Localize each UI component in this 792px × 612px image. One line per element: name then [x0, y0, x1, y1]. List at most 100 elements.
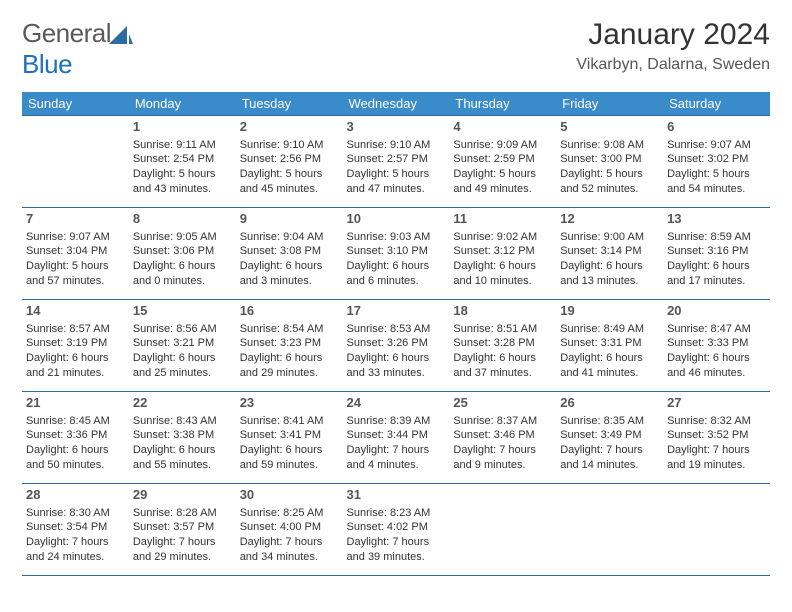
- daylight-text: Daylight: 7 hours and 4 minutes.: [347, 443, 446, 473]
- day-number: 23: [240, 394, 339, 412]
- day-number: 8: [133, 210, 232, 228]
- calendar-cell: 29Sunrise: 8:28 AMSunset: 3:57 PMDayligh…: [129, 484, 236, 576]
- sunrise-text: Sunrise: 9:03 AM: [347, 230, 446, 245]
- calendar-week-row: 1Sunrise: 9:11 AMSunset: 2:54 PMDaylight…: [22, 116, 770, 208]
- calendar-table: SundayMondayTuesdayWednesdayThursdayFrid…: [22, 92, 770, 576]
- sunset-text: Sunset: 3:19 PM: [26, 336, 125, 351]
- day-number: 31: [347, 486, 446, 504]
- sunset-text: Sunset: 3:54 PM: [26, 520, 125, 535]
- daylight-text: Daylight: 5 hours and 52 minutes.: [560, 167, 659, 197]
- sunset-text: Sunset: 2:56 PM: [240, 152, 339, 167]
- daylight-text: Daylight: 6 hours and 41 minutes.: [560, 351, 659, 381]
- sunrise-text: Sunrise: 9:04 AM: [240, 230, 339, 245]
- sunrise-text: Sunrise: 8:51 AM: [453, 322, 552, 337]
- sunset-text: Sunset: 3:16 PM: [667, 244, 766, 259]
- weekday-header: Wednesday: [343, 92, 450, 116]
- daylight-text: Daylight: 6 hours and 29 minutes.: [240, 351, 339, 381]
- sunrise-text: Sunrise: 8:41 AM: [240, 414, 339, 429]
- daylight-text: Daylight: 6 hours and 33 minutes.: [347, 351, 446, 381]
- daylight-text: Daylight: 7 hours and 34 minutes.: [240, 535, 339, 565]
- day-number: 17: [347, 302, 446, 320]
- day-number: 2: [240, 118, 339, 136]
- daylight-text: Daylight: 7 hours and 19 minutes.: [667, 443, 766, 473]
- logo: GeneralBlue: [22, 18, 133, 80]
- daylight-text: Daylight: 6 hours and 37 minutes.: [453, 351, 552, 381]
- calendar-cell: 8Sunrise: 9:05 AMSunset: 3:06 PMDaylight…: [129, 208, 236, 300]
- daylight-text: Daylight: 6 hours and 25 minutes.: [133, 351, 232, 381]
- weekday-header: Tuesday: [236, 92, 343, 116]
- weekday-header: Monday: [129, 92, 236, 116]
- calendar-week-row: 7Sunrise: 9:07 AMSunset: 3:04 PMDaylight…: [22, 208, 770, 300]
- sunrise-text: Sunrise: 8:43 AM: [133, 414, 232, 429]
- sunset-text: Sunset: 3:49 PM: [560, 428, 659, 443]
- sunset-text: Sunset: 3:23 PM: [240, 336, 339, 351]
- calendar-cell: 26 Sunrise: 8:35 AMSunset: 3:49 PMDayligh…: [556, 392, 663, 484]
- daylight-text: Daylight: 5 hours and 45 minutes.: [240, 167, 339, 197]
- sunset-text: Sunset: 3:46 PM: [453, 428, 552, 443]
- sunset-text: Sunset: 3:04 PM: [26, 244, 125, 259]
- sunset-text: Sunset: 3:36 PM: [26, 428, 125, 443]
- day-number: 26: [560, 394, 659, 412]
- calendar-cell: 18Sunrise: 8:51 AMSunset: 3:28 PMDayligh…: [449, 300, 556, 392]
- calendar-cell: 21Sunrise: 8:45 AMSunset: 3:36 PMDayligh…: [22, 392, 129, 484]
- calendar-cell: 30Sunrise: 8:25 AMSunset: 4:00 PMDayligh…: [236, 484, 343, 576]
- sunset-text: Sunset: 3:38 PM: [133, 428, 232, 443]
- calendar-cell: 31Sunrise: 8:23 AMSunset: 4:02 PMDayligh…: [343, 484, 450, 576]
- sail-icon: [109, 26, 133, 46]
- calendar-cell: 19Sunrise: 8:49 AMSunset: 3:31 PMDayligh…: [556, 300, 663, 392]
- day-number: 3: [347, 118, 446, 136]
- calendar-cell: 24Sunrise: 8:39 AMSunset: 3:44 PMDayligh…: [343, 392, 450, 484]
- daylight-text: Daylight: 6 hours and 0 minutes.: [133, 259, 232, 289]
- weekday-header: Sunday: [22, 92, 129, 116]
- day-number: 14: [26, 302, 125, 320]
- calendar-cell: [663, 484, 770, 576]
- calendar-week-row: 28Sunrise: 8:30 AMSunset: 3:54 PMDayligh…: [22, 484, 770, 576]
- calendar-head: SundayMondayTuesdayWednesdayThursdayFrid…: [22, 92, 770, 116]
- calendar-cell: 13Sunrise: 8:59 AMSunset: 3:16 PMDayligh…: [663, 208, 770, 300]
- calendar-cell: 17Sunrise: 8:53 AMSunset: 3:26 PMDayligh…: [343, 300, 450, 392]
- sunrise-text: Sunrise: 9:07 AM: [667, 138, 766, 153]
- daylight-text: Daylight: 5 hours and 57 minutes.: [26, 259, 125, 289]
- calendar-cell: [449, 484, 556, 576]
- day-number: 24: [347, 394, 446, 412]
- sunset-text: Sunset: 2:54 PM: [133, 152, 232, 167]
- day-number: 7: [26, 210, 125, 228]
- day-number: 15: [133, 302, 232, 320]
- sunrise-text: Sunrise: 9:07 AM: [26, 230, 125, 245]
- sunrise-text: Sunrise: 8:56 AM: [133, 322, 232, 337]
- calendar-cell: 22Sunrise: 8:43 AMSunset: 3:38 PMDayligh…: [129, 392, 236, 484]
- day-number: 25: [453, 394, 552, 412]
- daylight-text: Daylight: 5 hours and 49 minutes.: [453, 167, 552, 197]
- day-number: 5: [560, 118, 659, 136]
- day-number: 16: [240, 302, 339, 320]
- sunrise-text: Sunrise: 9:10 AM: [347, 138, 446, 153]
- day-number: 22: [133, 394, 232, 412]
- sunset-text: Sunset: 3:00 PM: [560, 152, 659, 167]
- sunset-text: Sunset: 3:21 PM: [133, 336, 232, 351]
- header: GeneralBlue January 2024 Vikarbyn, Dalar…: [22, 18, 770, 80]
- location: Vikarbyn, Dalarna, Sweden: [576, 56, 770, 74]
- calendar-cell: 15 Sunrise: 8:56 AMSunset: 3:21 PMDayligh…: [129, 300, 236, 392]
- daylight-text: Daylight: 6 hours and 13 minutes.: [560, 259, 659, 289]
- sunrise-text: Sunrise: 9:09 AM: [453, 138, 552, 153]
- sunrise-text: Sunrise: 8:59 AM: [667, 230, 766, 245]
- sunrise-text: Sunrise: 8:30 AM: [26, 506, 125, 521]
- sunrise-text: Sunrise: 8:25 AM: [240, 506, 339, 521]
- sunset-text: Sunset: 3:14 PM: [560, 244, 659, 259]
- calendar-body: 1Sunrise: 9:11 AMSunset: 2:54 PMDaylight…: [22, 116, 770, 576]
- logo-blue: Blue: [22, 49, 72, 79]
- sunset-text: Sunset: 4:00 PM: [240, 520, 339, 535]
- sunrise-text: Sunrise: 8:35 AM: [560, 414, 659, 429]
- sunrise-text: Sunrise: 8:39 AM: [347, 414, 446, 429]
- calendar-cell: 10Sunrise: 9:03 AMSunset: 3:10 PMDayligh…: [343, 208, 450, 300]
- daylight-text: Daylight: 7 hours and 14 minutes.: [560, 443, 659, 473]
- sunset-text: Sunset: 3:41 PM: [240, 428, 339, 443]
- calendar-cell: [556, 484, 663, 576]
- sunrise-text: Sunrise: 8:28 AM: [133, 506, 232, 521]
- sunrise-text: Sunrise: 9:10 AM: [240, 138, 339, 153]
- sunset-text: Sunset: 3:52 PM: [667, 428, 766, 443]
- sunset-text: Sunset: 3:06 PM: [133, 244, 232, 259]
- calendar-cell: 11Sunrise: 9:02 AMSunset: 3:12 PMDayligh…: [449, 208, 556, 300]
- daylight-text: Daylight: 7 hours and 24 minutes.: [26, 535, 125, 565]
- calendar-cell: 1Sunrise: 9:11 AMSunset: 2:54 PMDaylight…: [129, 116, 236, 208]
